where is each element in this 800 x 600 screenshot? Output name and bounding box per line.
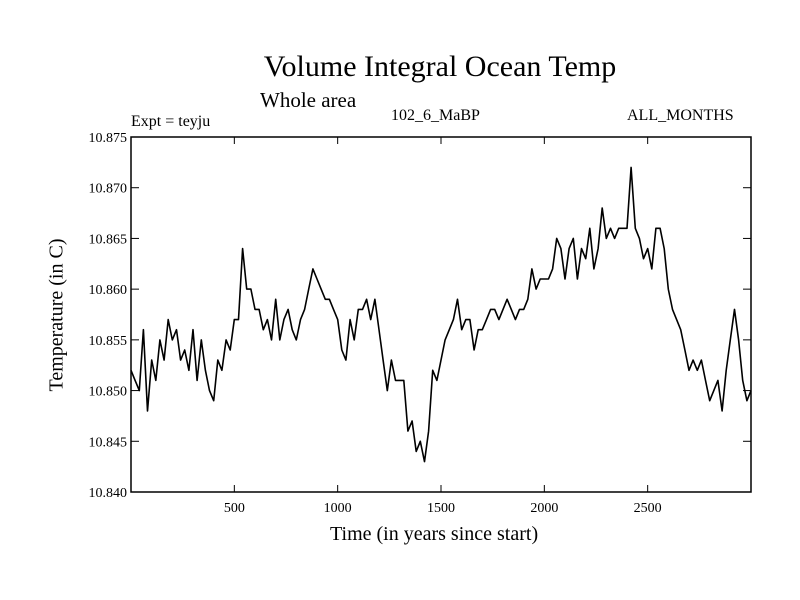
x-tick-label: 2000 [530,501,558,516]
x-tick-label: 1000 [324,501,352,516]
chart-title: Volume Integral Ocean Temp [263,50,617,83]
months-label: ALL_MONTHS [627,107,734,124]
y-tick-label: 10.860 [89,283,128,298]
y-tick-label: 10.875 [89,131,128,146]
plot-area-frame [130,136,752,493]
y-tick-label: 10.840 [89,486,128,501]
x-axis-label: Time (in years since start) [330,523,539,545]
experiment-id-label: 102_6_MaBP [391,107,480,124]
y-tick-label: 10.855 [89,334,128,349]
x-tick-label: 2500 [634,501,662,516]
x-tick-label: 1500 [427,501,455,516]
temperature-series-line [130,166,752,463]
chart-subtitle: Whole area [260,88,357,112]
y-tick-label: 10.865 [89,232,128,247]
y-tick-label: 10.850 [89,385,128,400]
y-tick-label: 10.845 [89,435,128,450]
y-tick-label: 10.870 [89,182,128,197]
experiment-label: Expt = teyju [131,113,211,130]
x-tick-label: 500 [224,501,245,516]
